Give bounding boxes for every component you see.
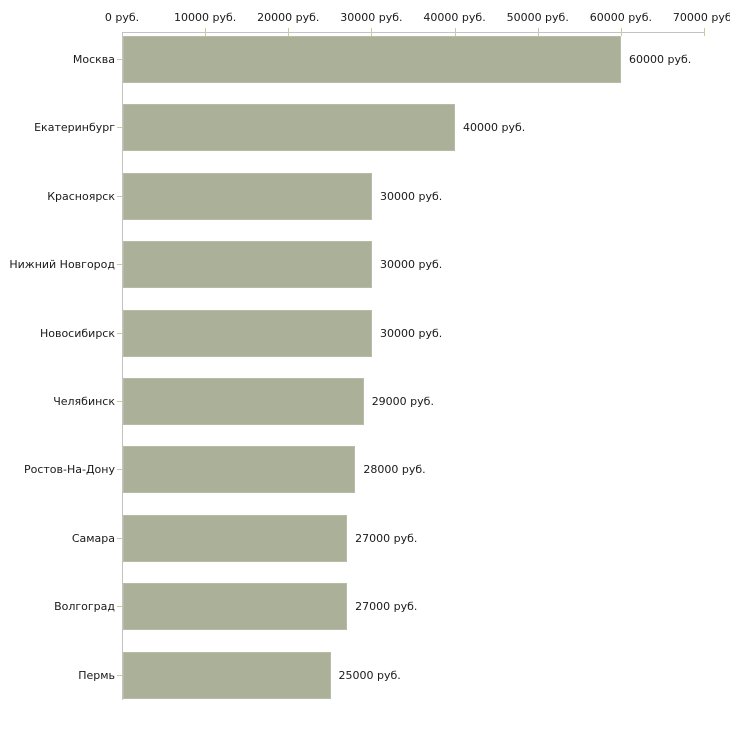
y-axis-line	[122, 32, 123, 700]
bar-track: 40000 руб.	[123, 104, 704, 152]
value-label: 30000 руб.	[380, 189, 443, 203]
x-axis-tick-mark	[537, 28, 539, 36]
bar-track: 30000 руб.	[123, 241, 704, 289]
category-label: Волгоград	[54, 600, 115, 614]
bar-row: Новосибирск 30000 руб.	[0, 307, 730, 375]
x-axis-tick-mark	[205, 28, 207, 36]
x-axis-tick-mark	[454, 28, 456, 36]
category-tick-mark	[117, 378, 122, 425]
bar	[123, 241, 372, 289]
bar-track: 28000 руб.	[123, 446, 704, 494]
bar	[123, 104, 455, 152]
category-label: Нижний Новгород	[9, 258, 115, 272]
category-label: Ростов-На-Дону	[23, 463, 115, 477]
category-label: Красноярск	[47, 189, 115, 203]
value-label: 30000 руб.	[380, 326, 443, 340]
x-axis-tick-label: 50000 руб.	[506, 11, 569, 24]
category-tick-mark	[117, 446, 122, 493]
value-label: 30000 руб.	[380, 258, 443, 272]
x-axis-tick-label: 10000 руб.	[174, 11, 237, 24]
x-axis-tick-label: 0 руб.	[104, 11, 140, 24]
value-label: 28000 руб.	[363, 463, 426, 477]
bar-row: Ростов-На-Дону 28000 руб.	[0, 443, 730, 511]
x-axis-tick-label: 70000 руб.	[672, 11, 730, 24]
bar-row: Нижний Новгород 30000 руб.	[0, 238, 730, 306]
x-axis-tick-label: 30000 руб.	[340, 11, 403, 24]
category-tick-mark	[117, 36, 122, 83]
bar-row: Волгоград 27000 руб.	[0, 580, 730, 648]
x-axis-tick-mark	[620, 28, 622, 36]
plot-area: Москва 60000 руб. Екатеринбург 40000 руб…	[0, 33, 730, 717]
x-axis-tick-label: 40000 руб.	[423, 11, 486, 24]
x-axis-tick-mark	[288, 28, 290, 36]
x-axis-tick-label: 60000 руб.	[589, 11, 652, 24]
category-tick-mark	[117, 583, 122, 630]
value-label: 29000 руб.	[371, 394, 434, 408]
category-tick-mark	[117, 310, 122, 357]
category-label: Екатеринбург	[34, 121, 115, 135]
category-tick-mark	[117, 241, 122, 288]
bar-row: Красноярск 30000 руб.	[0, 170, 730, 238]
category-tick-mark	[117, 515, 122, 562]
bar-track: 27000 руб.	[123, 583, 704, 631]
x-axis-line	[122, 32, 704, 33]
category-tick-mark	[117, 652, 122, 699]
bar-row: Самара 27000 руб.	[0, 512, 730, 580]
bar-row: Екатеринбург 40000 руб.	[0, 101, 730, 169]
value-label: 27000 руб.	[355, 531, 418, 545]
bar	[123, 514, 348, 562]
bar-row: Пермь 25000 руб.	[0, 649, 730, 717]
bar-track: 25000 руб.	[123, 651, 704, 699]
bar	[123, 583, 348, 631]
category-label: Новосибирск	[39, 326, 115, 340]
x-axis-tick-mark	[704, 28, 705, 36]
bar-track: 30000 руб.	[123, 172, 704, 220]
bar	[123, 651, 331, 699]
value-label: 60000 руб.	[629, 53, 692, 66]
bar	[123, 446, 356, 494]
category-label: Самара	[71, 531, 115, 545]
category-label: Челябинск	[53, 394, 115, 408]
bar-track: 29000 руб.	[123, 377, 704, 425]
bar	[123, 36, 621, 83]
bar-track: 30000 руб.	[123, 309, 704, 357]
bar	[123, 172, 372, 220]
bar-track: 27000 руб.	[123, 514, 704, 562]
x-axis: 0 руб. 10000 руб. 20000 руб. 30000 руб. …	[105, 0, 730, 40]
bar-track: 60000 руб.	[123, 36, 704, 83]
bar	[123, 377, 364, 425]
value-label: 40000 руб.	[463, 121, 526, 135]
x-axis-tick-mark	[371, 28, 373, 36]
bar-row: Москва 60000 руб.	[0, 33, 730, 101]
bar-row: Челябинск 29000 руб.	[0, 375, 730, 443]
category-label: Москва	[72, 53, 115, 66]
category-tick-mark	[117, 104, 122, 151]
value-label: 25000 руб.	[338, 668, 401, 682]
category-label: Пермь	[78, 668, 115, 682]
value-label: 27000 руб.	[355, 600, 418, 614]
x-axis-tick-label: 20000 руб.	[257, 11, 320, 24]
category-tick-mark	[117, 173, 122, 220]
bar	[123, 309, 372, 357]
